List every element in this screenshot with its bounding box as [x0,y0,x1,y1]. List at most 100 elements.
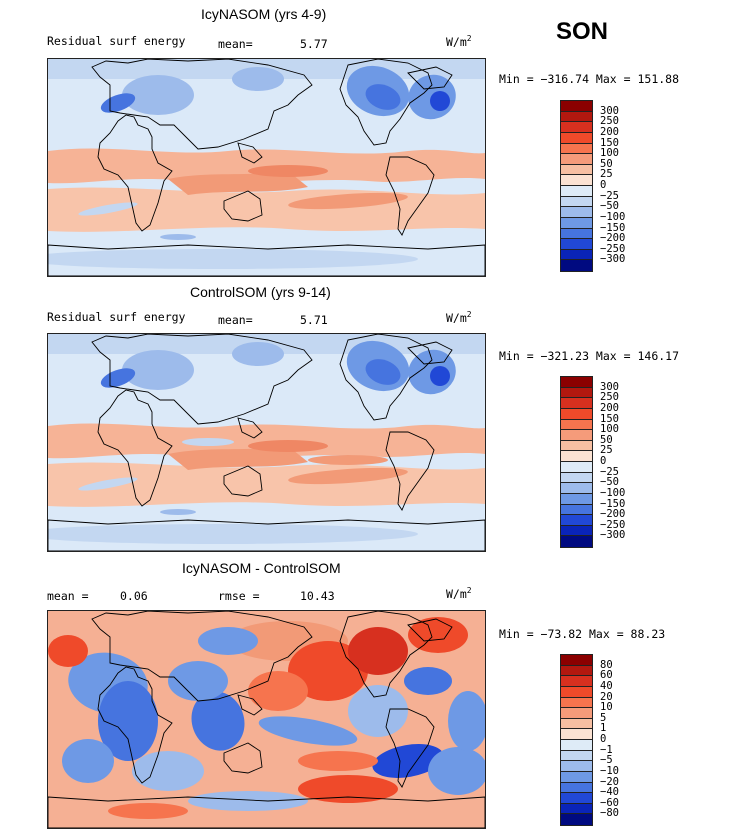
colorbar-swatch [561,697,592,709]
colorbar-swatch [561,186,592,197]
panel2-map [47,333,486,552]
colorbar-swatch [561,740,592,751]
panel2-mean-label: mean= [218,313,253,327]
colorbar-tick-label: 0 [600,455,607,467]
panel3-colorbar [560,654,593,826]
colorbar-tick-label: 200 [600,401,619,414]
colorbar-swatch [561,377,592,388]
panel2-subtitle: Residual surf energy [47,310,186,324]
panel2-units: W/m2 [446,310,472,325]
colorbar-swatch [561,515,592,526]
panel3-mean-value: 0.06 [120,589,148,603]
panel3-rmse-label: rmse = [218,589,260,603]
colorbar-swatch [561,228,592,240]
colorbar-swatch [561,761,592,772]
colorbar-swatch [561,239,592,250]
colorbar-swatch [561,249,592,261]
colorbar-swatch [561,718,592,730]
colorbar-swatch [561,154,592,165]
colorbar-swatch [561,771,592,783]
colorbar-tick-label: −25 [600,189,619,202]
colorbar-swatch [561,260,592,271]
colorbar-tick-label: −1 [600,743,613,756]
colorbar-tick-label: 200 [600,125,619,138]
colorbar-swatch [561,462,592,473]
colorbar-swatch [561,132,592,144]
colorbar-swatch [561,217,592,229]
colorbar-tick-label: 80 [600,658,613,671]
panel3-mean-label: mean = [47,589,89,603]
colorbar-swatch [561,655,592,666]
colorbar-swatch [561,408,592,420]
colorbar-swatch [561,525,592,537]
colorbar-swatch [561,398,592,409]
colorbar-tick-label: −150 [600,221,626,234]
colorbar-tick-label: 150 [600,412,619,425]
colorbar-tick-label: −300 [600,529,626,542]
colorbar-tick-label: 60 [600,669,613,682]
colorbar-swatch [561,419,592,431]
colorbar-tick-label: −150 [600,497,626,510]
panel3-map [47,610,486,829]
colorbar-swatch [561,793,592,804]
colorbar-swatch [561,472,592,484]
colorbar-tick-label: −5 [600,754,613,767]
colorbar-tick-label: 0 [600,179,607,191]
colorbar-tick-label: 25 [600,444,613,457]
colorbar-swatch [561,750,592,762]
colorbar-tick-label: 300 [600,104,619,117]
colorbar-tick-label: 25 [600,168,613,181]
colorbar-tick-label: −25 [600,465,619,478]
panel3-minmax: Min = −73.82 Max = 88.23 [499,627,666,641]
colorbar-tick-label: −40 [600,786,619,799]
panel1-subtitle: Residual surf energy [47,34,186,48]
colorbar-tick-label: 1 [600,722,607,735]
panel1-units: W/m2 [446,34,472,49]
colorbar-tick-label: −200 [600,508,626,521]
panel2-title: ControlSOM (yrs 9-14) [190,284,331,300]
colorbar-swatch [561,493,592,505]
colorbar-tick-label: −250 [600,518,626,531]
colorbar-tick-label: 20 [600,690,613,703]
colorbar-tick-label: 150 [600,136,619,149]
colorbar-tick-label: 300 [600,380,619,393]
panel3-units: W/m2 [446,586,472,601]
panel2-colorbar [560,376,593,548]
panel2-minmax: Min = −321.23 Max = 146.17 [499,349,680,363]
colorbar-tick-label: −10 [600,764,619,777]
colorbar-swatch [561,196,592,208]
colorbar-swatch [561,164,592,176]
season-label: SON [556,18,609,45]
colorbar-tick-label: −80 [600,807,619,820]
panel3-title: IcyNASOM - ControlSOM [182,560,341,576]
colorbar-swatch [561,143,592,155]
colorbar-tick-label: 250 [600,391,619,404]
panel1-minmax: Min = −316.74 Max = 151.88 [499,72,680,86]
colorbar-swatch [561,814,592,825]
panel1-title: IcyNASOM (yrs 4-9) [201,6,327,22]
panel1-map [47,58,486,277]
colorbar-tick-label: −50 [600,200,619,213]
colorbar-swatch [561,101,592,112]
colorbar-tick-label: −250 [600,242,626,255]
colorbar-tick-label: −300 [600,253,626,266]
colorbar-tick-label: −100 [600,210,626,223]
colorbar-swatch [561,175,592,186]
colorbar-tick-label: 100 [600,423,619,436]
colorbar-swatch [561,803,592,815]
colorbar-tick-label: −50 [600,476,619,489]
colorbar-tick-label: 10 [600,701,613,714]
panel1-mean-label: mean= [218,37,253,51]
colorbar-swatch [561,504,592,516]
colorbar-swatch [561,483,592,494]
panel2-mean-value: 5.71 [300,313,328,327]
panel1-colorbar [560,100,593,272]
colorbar-swatch [561,708,592,719]
colorbar-swatch [561,451,592,462]
colorbar-swatch [561,430,592,441]
colorbar-swatch [561,676,592,687]
colorbar-tick-label: 5 [600,711,607,724]
colorbar-tick-label: 250 [600,115,619,128]
colorbar-tick-label: 100 [600,147,619,160]
panel3-rmse-value: 10.43 [300,589,335,603]
